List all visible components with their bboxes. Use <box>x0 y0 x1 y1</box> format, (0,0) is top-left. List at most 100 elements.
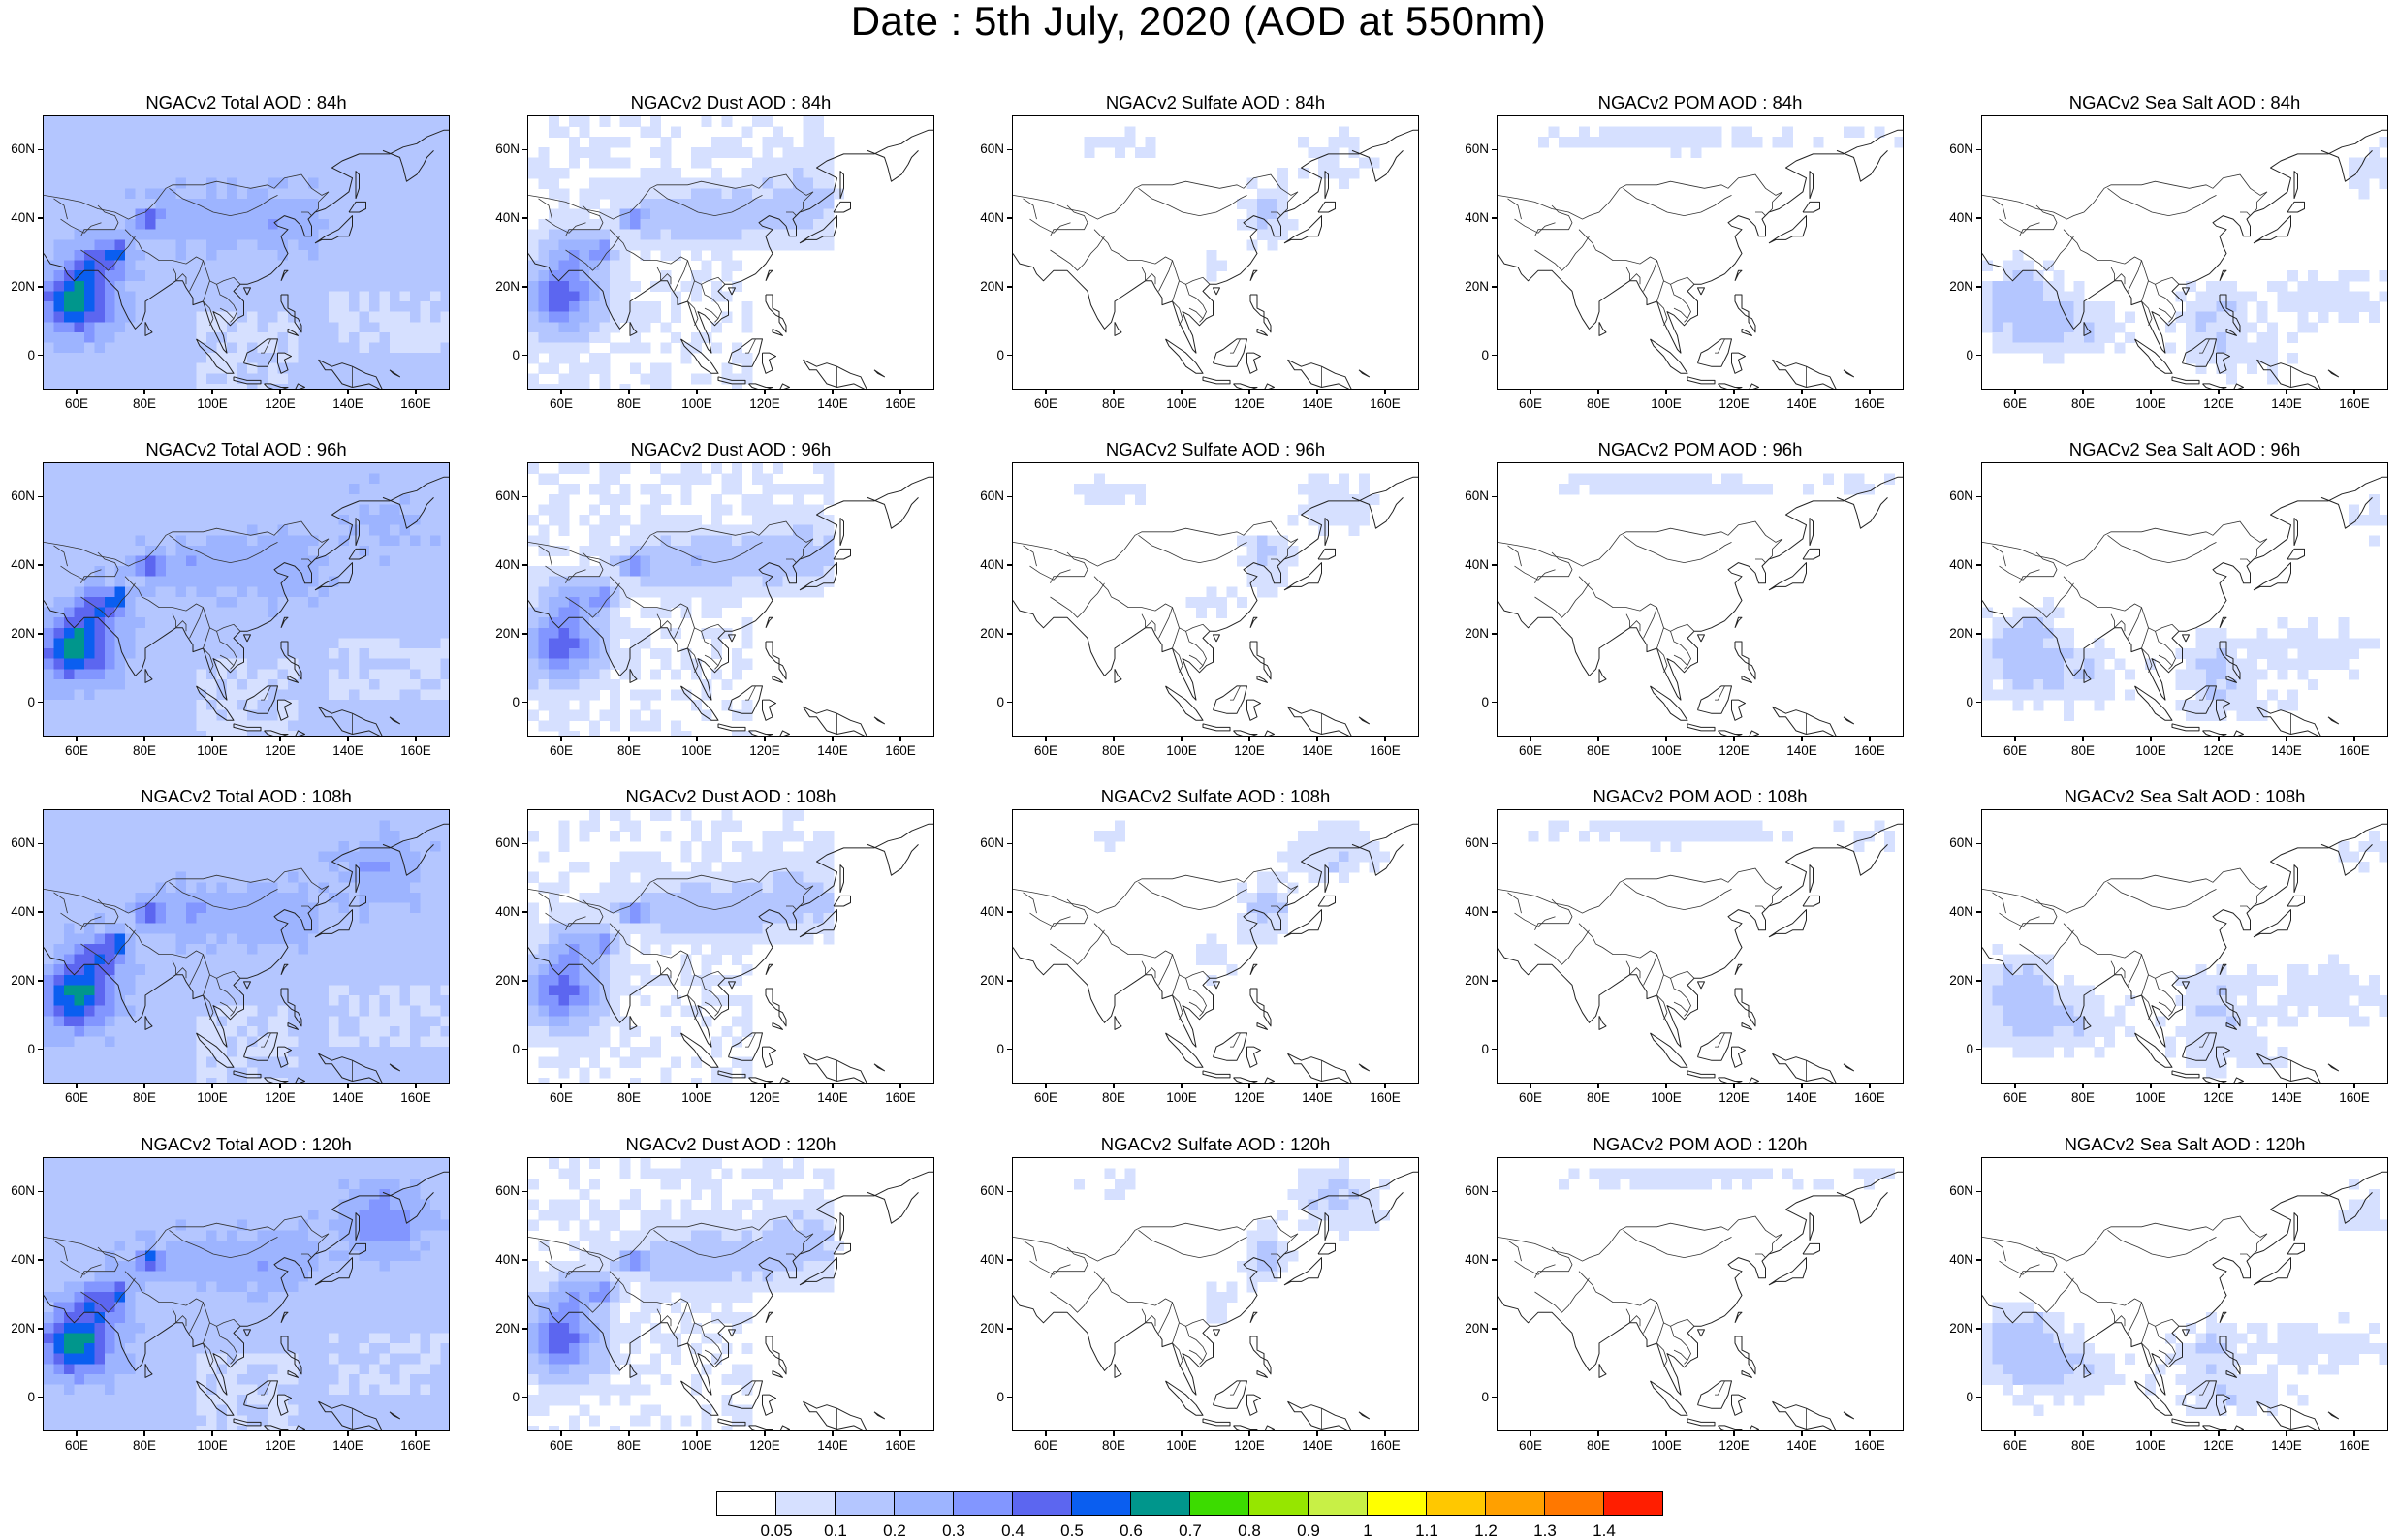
y-tick-mark <box>1492 633 1497 635</box>
x-tick-mark <box>1801 390 1803 394</box>
x-tick-label: 60E <box>52 1091 101 1105</box>
x-tick-mark <box>2218 1431 2220 1436</box>
country-borders <box>1498 868 1807 1081</box>
x-tick-label: 100E <box>1642 1439 1690 1453</box>
colorbar-swatch <box>1485 1491 1545 1516</box>
aod-field <box>44 810 450 1084</box>
y-tick-mark <box>1007 843 1012 845</box>
map-plot-area <box>43 115 450 390</box>
y-tick-mark <box>1492 1328 1497 1330</box>
panel-title: NGACv2 Dust AOD : 96h <box>527 439 934 460</box>
x-tick-mark <box>1384 737 1386 741</box>
x-tick-label: 160E <box>392 1439 440 1453</box>
x-tick-mark <box>628 1431 630 1436</box>
y-tick-label: 20N <box>1935 280 1973 294</box>
x-tick-label: 120E <box>2194 744 2243 758</box>
colorbar-label: 0.3 <box>925 1523 983 1540</box>
x-tick-mark <box>2014 390 2016 394</box>
x-tick-label: 100E <box>188 1439 237 1453</box>
y-tick-label: 40N <box>1935 1253 1973 1267</box>
colorbar-swatch <box>835 1491 895 1516</box>
y-tick-mark <box>38 496 43 498</box>
x-tick-label: 60E <box>1506 1439 1555 1453</box>
colorbar-swatch <box>1130 1491 1190 1516</box>
colorbar-swatch <box>1308 1491 1368 1516</box>
y-tick-label: 0 <box>1450 696 1489 709</box>
x-tick-mark <box>1597 1431 1599 1436</box>
x-tick-mark <box>211 1431 213 1436</box>
x-tick-label: 80E <box>605 1091 653 1105</box>
y-tick-label: 40N <box>481 211 520 225</box>
x-tick-label: 160E <box>2330 1091 2379 1105</box>
y-tick-label: 0 <box>965 1043 1004 1056</box>
y-tick-label: 20N <box>965 974 1004 988</box>
aod-field <box>1074 1158 1390 1323</box>
x-tick-mark <box>211 390 213 394</box>
x-tick-mark <box>832 737 834 741</box>
x-tick-mark <box>1665 1084 1667 1088</box>
panel-title: NGACv2 Dust AOD : 120h <box>527 1134 934 1155</box>
y-tick-label: 40N <box>0 905 35 919</box>
y-tick-mark <box>38 1397 43 1399</box>
x-tick-mark <box>1733 1431 1735 1436</box>
country-borders <box>1498 521 1807 734</box>
x-tick-mark <box>1045 737 1047 741</box>
x-tick-label: 100E <box>188 744 237 758</box>
y-tick-mark <box>1007 355 1012 357</box>
y-tick-label: 60N <box>481 1184 520 1198</box>
y-tick-label: 60N <box>0 1184 35 1198</box>
y-tick-label: 0 <box>1450 1043 1489 1056</box>
colorbar-swatch <box>1012 1491 1072 1516</box>
colorbar-label: 0.5 <box>1043 1523 1101 1540</box>
y-tick-mark <box>38 1328 43 1330</box>
aod-field <box>528 463 835 737</box>
x-tick-mark <box>1113 737 1115 741</box>
panel-title: NGACv2 Total AOD : 84h <box>43 92 450 113</box>
y-tick-label: 40N <box>1935 905 1973 919</box>
x-tick-label: 60E <box>537 397 585 411</box>
y-tick-mark <box>1007 633 1012 635</box>
x-tick-mark <box>1665 737 1667 741</box>
x-tick-mark <box>2014 737 2016 741</box>
x-tick-mark <box>1384 1431 1386 1436</box>
x-tick-label: 120E <box>256 1439 304 1453</box>
map-plot-area <box>1012 809 1419 1084</box>
y-tick-mark <box>1492 217 1497 219</box>
x-tick-label: 120E <box>741 744 789 758</box>
x-tick-label: 100E <box>188 397 237 411</box>
y-tick-mark <box>522 1049 527 1051</box>
y-tick-mark <box>1007 702 1012 704</box>
y-tick-label: 40N <box>1450 905 1489 919</box>
y-tick-mark <box>522 217 527 219</box>
x-tick-label: 140E <box>324 397 372 411</box>
x-tick-label: 60E <box>537 744 585 758</box>
x-tick-label: 160E <box>1361 397 1409 411</box>
x-tick-mark <box>1733 737 1735 741</box>
x-tick-mark <box>143 1084 145 1088</box>
x-tick-mark <box>899 737 901 741</box>
colorbar-swatch <box>775 1491 836 1516</box>
x-tick-label: 140E <box>324 1091 372 1105</box>
aod-map-svg <box>1498 463 1904 737</box>
x-tick-label: 140E <box>1778 1091 1826 1105</box>
x-tick-mark <box>143 1431 145 1436</box>
y-tick-mark <box>1492 1397 1497 1399</box>
x-tick-label: 80E <box>605 1439 653 1453</box>
y-tick-mark <box>1976 980 1981 982</box>
x-tick-label: 160E <box>2330 744 2379 758</box>
y-tick-label: 0 <box>1935 1043 1973 1056</box>
x-tick-mark <box>1045 1084 1047 1088</box>
panel-title: NGACv2 Sea Salt AOD : 96h <box>1981 439 2388 460</box>
y-tick-mark <box>38 1049 43 1051</box>
y-tick-mark <box>1492 911 1497 913</box>
colorbar-label: 0.7 <box>1161 1523 1219 1540</box>
x-tick-mark <box>1869 737 1871 741</box>
x-tick-mark <box>1384 390 1386 394</box>
x-tick-mark <box>1113 1084 1115 1088</box>
aod-field <box>528 810 835 1084</box>
